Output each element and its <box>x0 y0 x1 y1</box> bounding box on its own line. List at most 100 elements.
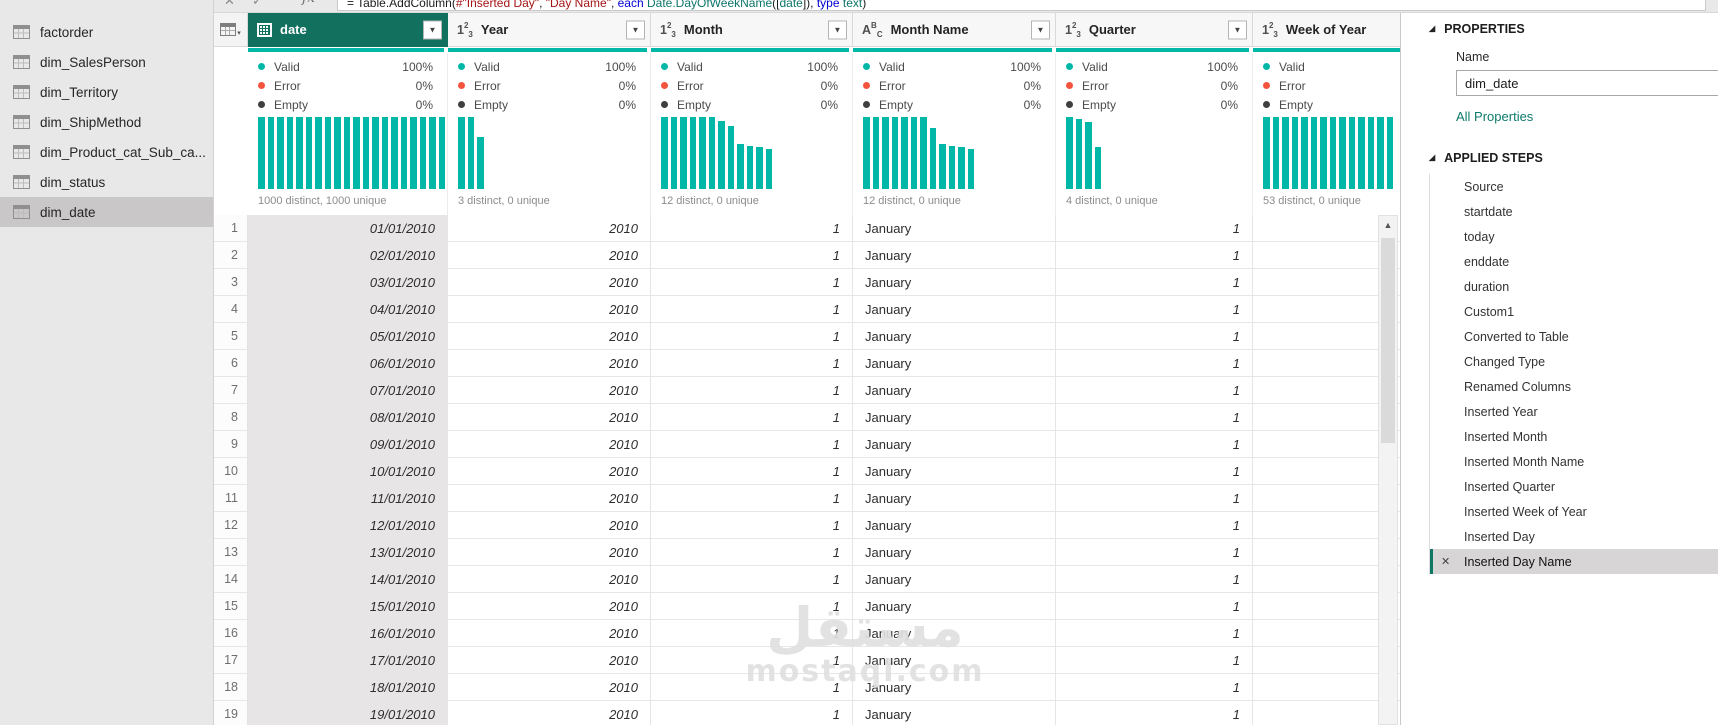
sidebar-item-dim-territory[interactable]: dim_Territory <box>0 77 213 107</box>
cell-week-of-year[interactable] <box>1253 566 1400 593</box>
cell-year[interactable]: 2010 <box>448 296 651 323</box>
sidebar-item-dim-salesperson[interactable]: dim_SalesPerson <box>0 47 213 77</box>
select-all-corner[interactable]: ▾ <box>214 13 248 47</box>
applied-steps-section-header[interactable]: ◢ APPLIED STEPS <box>1401 151 1718 165</box>
cell-month-name[interactable]: January <box>853 431 1056 458</box>
applied-step-inserted-day-name[interactable]: ✕ Inserted Day Name <box>1430 549 1718 574</box>
applied-step-custom1[interactable]: Custom1 <box>1430 299 1718 324</box>
cell-year[interactable]: 2010 <box>448 431 651 458</box>
cell-year[interactable]: 2010 <box>448 323 651 350</box>
cell-year[interactable]: 2010 <box>448 512 651 539</box>
sidebar-item-dim-status[interactable]: dim_status <box>0 167 213 197</box>
row-number[interactable]: 8 <box>214 404 248 431</box>
cell-date[interactable]: 14/01/2010 <box>248 566 448 593</box>
applied-step-renamed-columns[interactable]: Renamed Columns <box>1430 374 1718 399</box>
cell-month-name[interactable]: January <box>853 674 1056 701</box>
cell-month[interactable]: 1 <box>651 242 853 269</box>
cell-month[interactable]: 1 <box>651 458 853 485</box>
applied-step-enddate[interactable]: enddate <box>1430 249 1718 274</box>
cell-month-name[interactable]: January <box>853 404 1056 431</box>
cell-year[interactable]: 2010 <box>448 566 651 593</box>
cell-date[interactable]: 18/01/2010 <box>248 674 448 701</box>
applied-step-today[interactable]: today <box>1430 224 1718 249</box>
cell-date[interactable]: 03/01/2010 <box>248 269 448 296</box>
cell-week-of-year[interactable] <box>1253 431 1400 458</box>
cell-month-name[interactable]: January <box>853 647 1056 674</box>
cell-quarter[interactable]: 1 <box>1056 512 1253 539</box>
cell-quarter[interactable]: 1 <box>1056 377 1253 404</box>
row-number[interactable]: 1 <box>214 215 248 242</box>
applied-step-changed-type[interactable]: Changed Type <box>1430 349 1718 374</box>
cell-month[interactable]: 1 <box>651 647 853 674</box>
cell-date[interactable]: 12/01/2010 <box>248 512 448 539</box>
cell-year[interactable]: 2010 <box>448 404 651 431</box>
cell-year[interactable]: 2010 <box>448 377 651 404</box>
cell-month-name[interactable]: January <box>853 269 1056 296</box>
row-number[interactable]: 15 <box>214 593 248 620</box>
row-number[interactable]: 19 <box>214 701 248 725</box>
formula-input[interactable]: = Table.AddColumn(#"Inserted Day", "Day … <box>337 0 1706 11</box>
cell-quarter[interactable]: 1 <box>1056 674 1253 701</box>
applied-step-startdate[interactable]: startdate <box>1430 199 1718 224</box>
cell-year[interactable]: 2010 <box>448 485 651 512</box>
column-header-month-name[interactable]: ABC Month Name ▼ <box>853 13 1056 47</box>
cell-year[interactable]: 2010 <box>448 242 651 269</box>
cell-date[interactable]: 15/01/2010 <box>248 593 448 620</box>
vertical-scrollbar[interactable]: ▲ <box>1378 215 1398 725</box>
scrollbar-thumb[interactable] <box>1381 238 1395 443</box>
filter-dropdown-icon[interactable]: ▼ <box>1228 20 1247 39</box>
row-number[interactable]: 13 <box>214 539 248 566</box>
all-properties-link[interactable]: All Properties <box>1456 109 1534 124</box>
row-number[interactable]: 11 <box>214 485 248 512</box>
cell-month[interactable]: 1 <box>651 701 853 725</box>
cell-date[interactable]: 09/01/2010 <box>248 431 448 458</box>
properties-section-header[interactable]: ◢ PROPERTIES <box>1401 22 1718 36</box>
cell-date[interactable]: 02/01/2010 <box>248 242 448 269</box>
row-number[interactable]: 4 <box>214 296 248 323</box>
cell-quarter[interactable]: 1 <box>1056 539 1253 566</box>
cell-week-of-year[interactable] <box>1253 539 1400 566</box>
column-header-year[interactable]: 123 Year ▼ <box>448 13 651 47</box>
formula-cancel-icon[interactable]: ✕ <box>224 0 235 8</box>
cell-quarter[interactable]: 1 <box>1056 458 1253 485</box>
row-number[interactable]: 9 <box>214 431 248 458</box>
cell-date[interactable]: 13/01/2010 <box>248 539 448 566</box>
cell-date[interactable]: 06/01/2010 <box>248 350 448 377</box>
cell-week-of-year[interactable] <box>1253 242 1400 269</box>
column-header-quarter[interactable]: 123 Quarter ▼ <box>1056 13 1253 47</box>
cell-quarter[interactable]: 1 <box>1056 269 1253 296</box>
sidebar-item-dim-product-cat-sub-ca-[interactable]: dim_Product_cat_Sub_ca... <box>0 137 213 167</box>
cell-date[interactable]: 05/01/2010 <box>248 323 448 350</box>
cell-month-name[interactable]: January <box>853 620 1056 647</box>
cell-year[interactable]: 2010 <box>448 620 651 647</box>
cell-week-of-year[interactable] <box>1253 350 1400 377</box>
applied-step-converted-to-table[interactable]: Converted to Table <box>1430 324 1718 349</box>
filter-dropdown-icon[interactable]: ▼ <box>626 20 645 39</box>
row-number[interactable]: 12 <box>214 512 248 539</box>
sidebar-item-factorder[interactable]: factorder <box>0 17 213 47</box>
column-header-month[interactable]: 123 Month ▼ <box>651 13 853 47</box>
applied-step-inserted-day[interactable]: Inserted Day <box>1430 524 1718 549</box>
row-number[interactable]: 18 <box>214 674 248 701</box>
cell-quarter[interactable]: 1 <box>1056 620 1253 647</box>
filter-dropdown-icon[interactable]: ▼ <box>828 20 847 39</box>
cell-week-of-year[interactable] <box>1253 404 1400 431</box>
cell-month-name[interactable]: January <box>853 566 1056 593</box>
cell-year[interactable]: 2010 <box>448 674 651 701</box>
cell-year[interactable]: 2010 <box>448 647 651 674</box>
cell-month[interactable]: 1 <box>651 674 853 701</box>
cell-year[interactable]: 2010 <box>448 539 651 566</box>
query-name-input[interactable] <box>1456 70 1718 96</box>
row-number[interactable]: 17 <box>214 647 248 674</box>
scroll-up-arrow-icon[interactable]: ▲ <box>1383 220 1393 230</box>
cell-week-of-year[interactable] <box>1253 620 1400 647</box>
cell-quarter[interactable]: 1 <box>1056 701 1253 725</box>
row-number[interactable]: 2 <box>214 242 248 269</box>
cell-month-name[interactable]: January <box>853 512 1056 539</box>
cell-date[interactable]: 11/01/2010 <box>248 485 448 512</box>
cell-week-of-year[interactable] <box>1253 647 1400 674</box>
row-number[interactable]: 16 <box>214 620 248 647</box>
cell-month-name[interactable]: January <box>853 350 1056 377</box>
cell-week-of-year[interactable] <box>1253 215 1400 242</box>
